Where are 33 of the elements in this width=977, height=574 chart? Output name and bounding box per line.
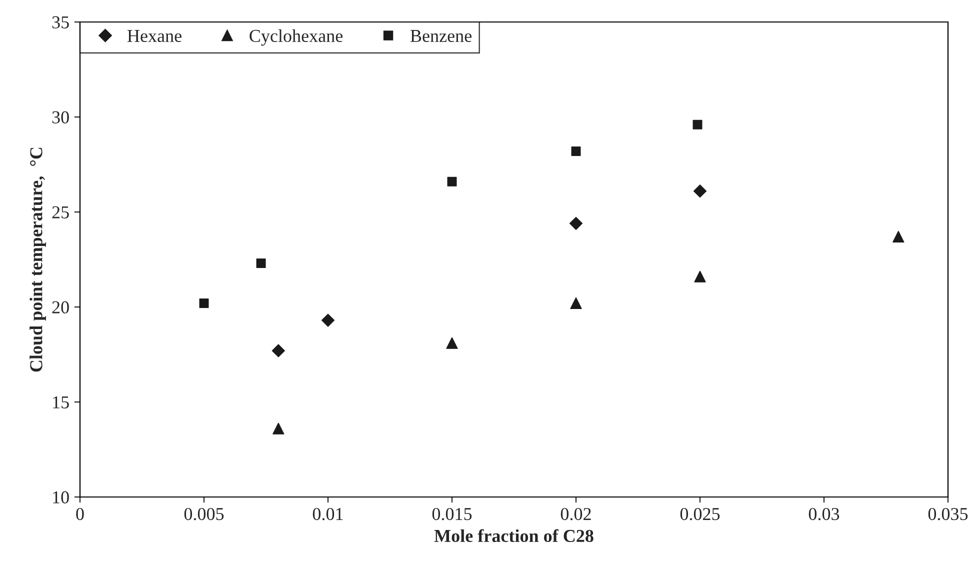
point (693, 184, 707, 198)
y-tick-label: 35 (52, 16, 69, 28)
y-tick-label: 20 (52, 301, 69, 314)
x-axis-title: Mole fraction of C28 (434, 529, 594, 542)
point (321, 314, 335, 327)
y-axis-title: Cloud point temperature, °C (30, 148, 46, 372)
point (571, 146, 581, 156)
point (272, 344, 285, 358)
point (692, 120, 702, 130)
x-tick-label: 0.03 (808, 508, 840, 520)
y-tick-label: 30 (52, 111, 69, 124)
x-tick-label: 0.02 (560, 508, 591, 520)
point (199, 298, 209, 308)
point (446, 337, 458, 349)
y-tick-label: 15 (53, 396, 69, 408)
x-tick-label: 0.01 (312, 508, 343, 520)
point (569, 216, 583, 230)
point (694, 270, 706, 282)
legend-label: Benzene (410, 30, 472, 42)
legend-label: Cyclohexane (250, 29, 343, 46)
y-tick-label: 10 (53, 491, 69, 504)
point (570, 297, 582, 310)
x-tick-label: 0.035 (928, 508, 968, 520)
x-tick-label: 0 (76, 508, 84, 520)
x-tick-label: 0.015 (432, 508, 472, 520)
point (256, 258, 266, 268)
point (272, 422, 284, 434)
x-tick-label: 0.005 (184, 508, 224, 520)
point (892, 230, 904, 243)
legend-label: Hexane (127, 30, 182, 42)
point (447, 176, 457, 186)
y-tick-label: 25 (52, 206, 69, 218)
x-tick-label: 0.025 (680, 508, 720, 520)
